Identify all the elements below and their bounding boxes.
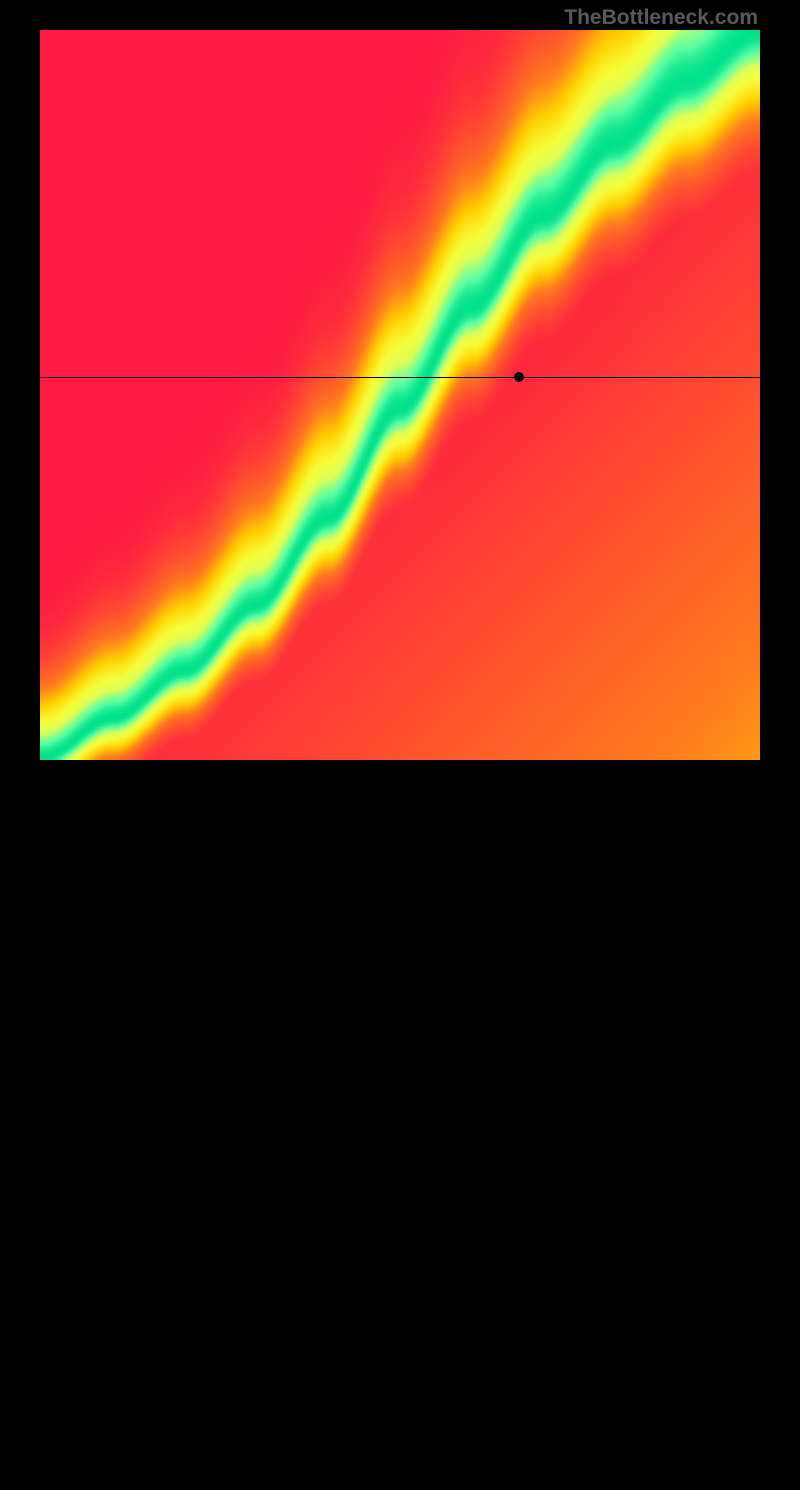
heatmap-plot (40, 30, 760, 760)
heatmap-canvas (40, 30, 760, 760)
crosshair-horizontal (40, 377, 760, 378)
crosshair-vertical (519, 760, 520, 1490)
watermark-text: TheBottleneck.com (564, 6, 758, 30)
selection-marker (514, 372, 524, 382)
